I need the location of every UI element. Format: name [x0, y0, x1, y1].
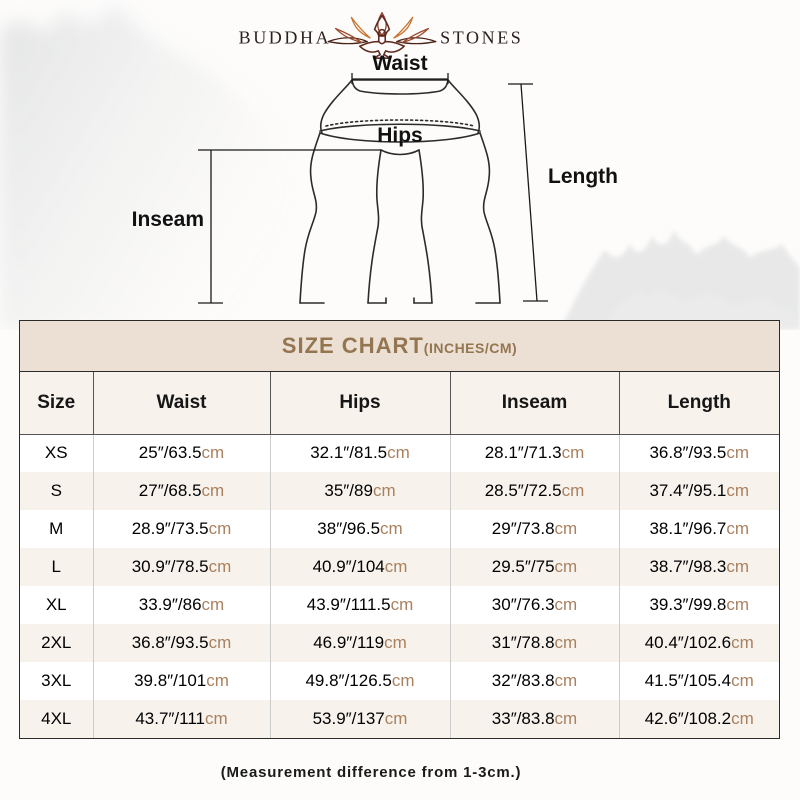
svg-text:Hips: Hips [377, 124, 423, 147]
svg-text:Length: Length [548, 165, 618, 188]
svg-text:Inseam: Inseam [132, 208, 204, 231]
svg-text:Waist: Waist [372, 52, 427, 75]
